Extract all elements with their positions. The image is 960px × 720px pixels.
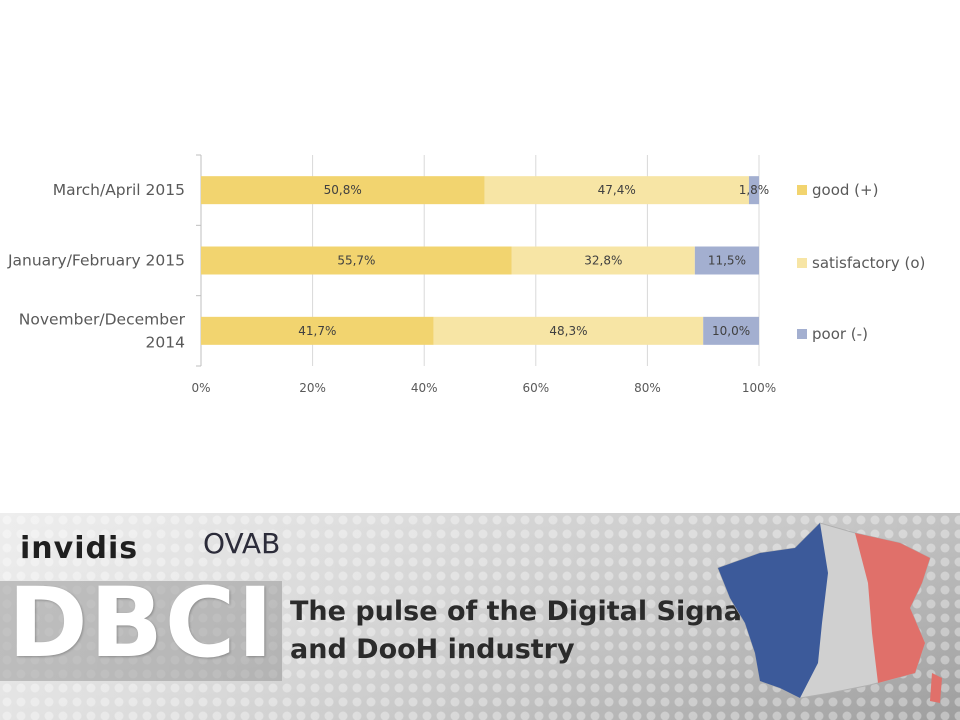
- bar-2-3: [694, 246, 759, 275]
- data-label-3-1: 41,7%: [298, 324, 336, 338]
- x-tick-label-3: 60%: [522, 381, 549, 395]
- dbci-title: DBCI: [8, 567, 276, 679]
- x-tick-label-5: 100%: [742, 381, 776, 395]
- data-label-2-2: 32,8%: [584, 254, 622, 268]
- x-tick-label-1: 20%: [299, 381, 326, 395]
- data-label-1-1: 50,8%: [324, 183, 362, 197]
- category-label-2: January/February 2015: [7, 252, 185, 270]
- bar-1-1: [201, 176, 485, 205]
- x-tick-label-4: 80%: [634, 381, 661, 395]
- bar-3-3: [703, 316, 759, 345]
- data-label-2-3: 11,5%: [708, 254, 746, 268]
- bar-2-2: [511, 246, 695, 275]
- data-label-3-3: 10,0%: [712, 324, 750, 338]
- legend-swatch-3: [797, 329, 807, 339]
- bar-3-2: [433, 316, 704, 345]
- category-label-1: March/April 2015: [53, 181, 185, 199]
- legend-label-3: poor (-): [812, 325, 868, 343]
- bar-3-1: [201, 316, 434, 345]
- tagline-line-2: and DooH industry: [290, 634, 575, 665]
- bar-2-1: [201, 246, 512, 275]
- data-label-3-2: 48,3%: [549, 324, 587, 338]
- flag-blue-region: [718, 523, 828, 698]
- stacked-bar-chart: 50,8% 47,4% 1,8% March/April 2015 55,7% 32,8%…: [7, 154, 925, 395]
- legend-label-2: satisfactory (o): [812, 254, 925, 272]
- legend-swatch-2: [797, 258, 807, 268]
- bar-1-2: [484, 176, 749, 205]
- legend-label-1: good (+): [812, 181, 878, 199]
- dbci-banner: invidis OVAB DBCI The pulse of the Digit…: [0, 513, 960, 720]
- banner-tagline: The pulse of the Digital Signage and Doo…: [290, 593, 780, 669]
- invidis-logo: invidis: [20, 531, 139, 566]
- tagline-line-1: The pulse of the Digital Signage: [290, 596, 780, 627]
- legend-swatch-1: [797, 185, 807, 195]
- flag-red-region: [855, 533, 930, 683]
- france-flag-map-icon: [717, 522, 942, 703]
- bar-1-3: [748, 176, 759, 205]
- x-tick-label-0: 0%: [191, 381, 210, 395]
- data-label-1-2: 47,4%: [598, 183, 636, 197]
- ovab-logo: OVAB: [203, 527, 281, 560]
- data-label-1-3: 1,8%: [739, 183, 770, 197]
- x-tick-label-2: 40%: [411, 381, 438, 395]
- category-label-3: November/December 2014: [19, 310, 186, 351]
- data-label-2-1: 55,7%: [337, 254, 375, 268]
